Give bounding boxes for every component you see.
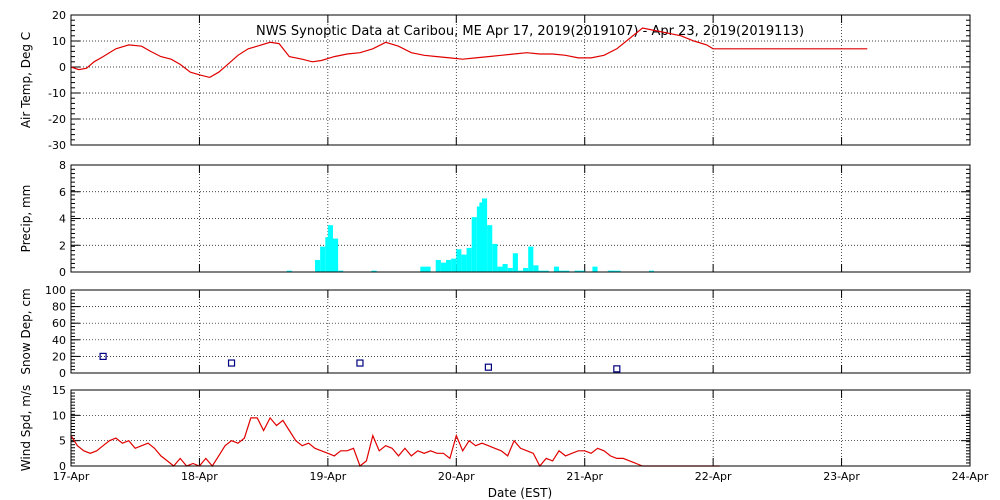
precip-bar	[440, 262, 447, 272]
snow-point	[613, 365, 621, 373]
snow-point	[227, 359, 236, 367]
panel-temp: 20 10 0 -10 -20 -30 Air Temp, Deg C	[19, 9, 971, 152]
y-tick-label: 60	[52, 317, 66, 330]
precip-bar	[517, 270, 524, 272]
y-tick-label: 4	[59, 213, 66, 226]
x-tick-label: 17-Apr	[53, 470, 90, 483]
precip-bar	[320, 246, 326, 272]
y-tick-label: -10	[48, 87, 66, 100]
y-tick-label: 0	[59, 460, 66, 473]
precip-bar	[543, 270, 549, 272]
precip-bar	[648, 270, 655, 272]
precip-bar	[523, 267, 529, 272]
y-tick-label: -30	[48, 139, 66, 152]
snow-point	[484, 363, 492, 371]
wind-series-line	[70, 416, 720, 468]
panel-frame	[70, 164, 971, 273]
precip-bar	[371, 270, 377, 272]
precip-bar	[461, 254, 467, 272]
y-tick-label: 10	[52, 409, 66, 422]
precip-bar	[553, 266, 560, 272]
x-tick-label: 21-Apr	[566, 470, 603, 483]
x-tick-label: 19-Apr	[309, 470, 346, 483]
temp-series-line	[70, 27, 868, 79]
precip-bar	[579, 270, 585, 272]
precip-bar	[446, 259, 452, 272]
y-tick-label: 40	[52, 334, 66, 347]
snow-y-axis-label: Snow Dep, cm	[19, 288, 33, 374]
y-tick-label: 0	[59, 61, 66, 74]
y-tick-label: 80	[52, 301, 66, 314]
panel-precip: 8 6 4 2 0 Precip, mm	[19, 159, 971, 279]
x-tick-label: 20-Apr	[438, 470, 475, 483]
precip-bar	[315, 259, 321, 272]
precip-bar	[564, 270, 570, 272]
precip-bar	[487, 225, 493, 272]
y-tick-label: 6	[59, 186, 66, 199]
panel-frame	[70, 389, 971, 467]
precip-bar	[528, 246, 534, 272]
precip-bar	[502, 263, 508, 272]
snow-point	[356, 359, 364, 367]
precip-bar	[492, 243, 498, 272]
panel-frame	[70, 14, 971, 146]
precip-bar	[327, 225, 333, 272]
precip-bar	[451, 258, 457, 272]
precip-bar	[338, 270, 344, 272]
y-tick-label: 2	[59, 239, 66, 252]
panel-wind: 15 10 5 0 Wind Spd, m/s	[19, 384, 971, 473]
precip-bar	[512, 253, 518, 272]
precip-bar	[420, 266, 426, 272]
y-tick-label: 0	[59, 266, 66, 279]
wind-y-axis-label: Wind Spd, m/s	[19, 385, 33, 471]
precip-bar	[533, 265, 539, 272]
x-tick-label: 23-Apr	[823, 470, 860, 483]
y-tick-label: 15	[52, 384, 66, 397]
y-tick-label: 20	[52, 9, 66, 22]
precip-y-axis-label: Precip, mm	[19, 185, 33, 253]
y-tick-label: 10	[52, 35, 66, 48]
precip-bar	[615, 270, 621, 272]
y-tick-label: 20	[52, 350, 66, 363]
precip-bar	[497, 266, 503, 272]
y-tick-label: 0	[59, 367, 66, 380]
precip-bar	[471, 217, 477, 272]
precip-bar	[425, 266, 431, 272]
chart-title: NWS Synoptic Data at Caribou, ME Apr 17,…	[256, 24, 804, 39]
y-tick-label: -20	[48, 113, 66, 126]
precip-bar	[574, 270, 580, 272]
y-tick-label: 5	[59, 435, 66, 448]
x-axis-label: Date (EST)	[488, 486, 552, 500]
x-tick-label: 24-Apr	[952, 470, 989, 483]
x-tick-label: 22-Apr	[695, 470, 732, 483]
precip-bar	[559, 270, 565, 272]
snow-point	[99, 352, 107, 360]
y-tick-label: 8	[59, 159, 66, 172]
precip-bar	[481, 198, 488, 272]
panel-frame	[70, 289, 971, 374]
x-tick-label: 18-Apr	[181, 470, 218, 483]
y-tick-label: 100	[45, 284, 66, 297]
precip-bar	[592, 266, 598, 272]
precip-bar	[435, 259, 441, 272]
temp-y-axis-label: Air Temp, Deg C	[19, 32, 33, 128]
precip-bar	[466, 247, 472, 272]
precip-bar	[507, 267, 513, 272]
precip-bar	[332, 238, 339, 272]
precip-bar	[538, 270, 544, 272]
precip-bar	[610, 270, 616, 272]
panel-snow: 100 80 60 40 20 0 Snow Dep, cm	[19, 284, 971, 380]
precip-bar	[286, 270, 292, 272]
precip-bar	[456, 249, 462, 272]
